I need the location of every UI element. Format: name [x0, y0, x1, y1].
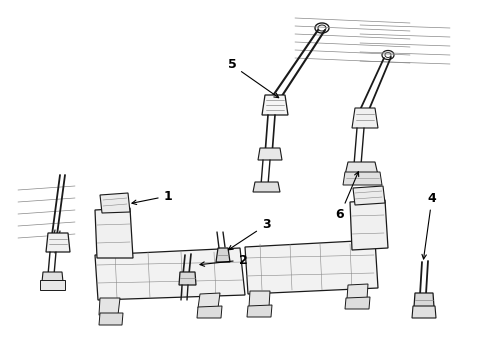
Polygon shape	[347, 284, 368, 299]
Polygon shape	[99, 313, 123, 325]
Polygon shape	[352, 108, 378, 128]
Polygon shape	[353, 186, 385, 205]
Text: 2: 2	[200, 253, 247, 266]
Polygon shape	[249, 291, 270, 307]
Polygon shape	[343, 172, 382, 185]
Polygon shape	[245, 240, 378, 294]
Polygon shape	[95, 208, 133, 258]
Polygon shape	[345, 162, 378, 175]
Text: 3: 3	[228, 219, 270, 250]
Polygon shape	[247, 305, 272, 317]
Polygon shape	[100, 193, 130, 213]
Text: 6: 6	[336, 172, 359, 221]
Polygon shape	[350, 200, 388, 250]
Polygon shape	[40, 280, 65, 290]
Polygon shape	[412, 306, 436, 318]
Polygon shape	[198, 293, 220, 308]
Text: 5: 5	[228, 58, 279, 98]
Text: 1: 1	[132, 189, 172, 204]
Polygon shape	[414, 293, 434, 307]
Polygon shape	[258, 148, 282, 160]
Text: 4: 4	[422, 192, 437, 259]
Polygon shape	[46, 233, 70, 252]
Polygon shape	[42, 272, 63, 282]
Polygon shape	[99, 298, 120, 315]
Polygon shape	[197, 306, 222, 318]
Polygon shape	[253, 182, 280, 192]
Polygon shape	[216, 248, 230, 262]
Polygon shape	[179, 272, 196, 285]
Polygon shape	[262, 95, 288, 115]
Polygon shape	[95, 248, 245, 300]
Polygon shape	[345, 297, 370, 309]
